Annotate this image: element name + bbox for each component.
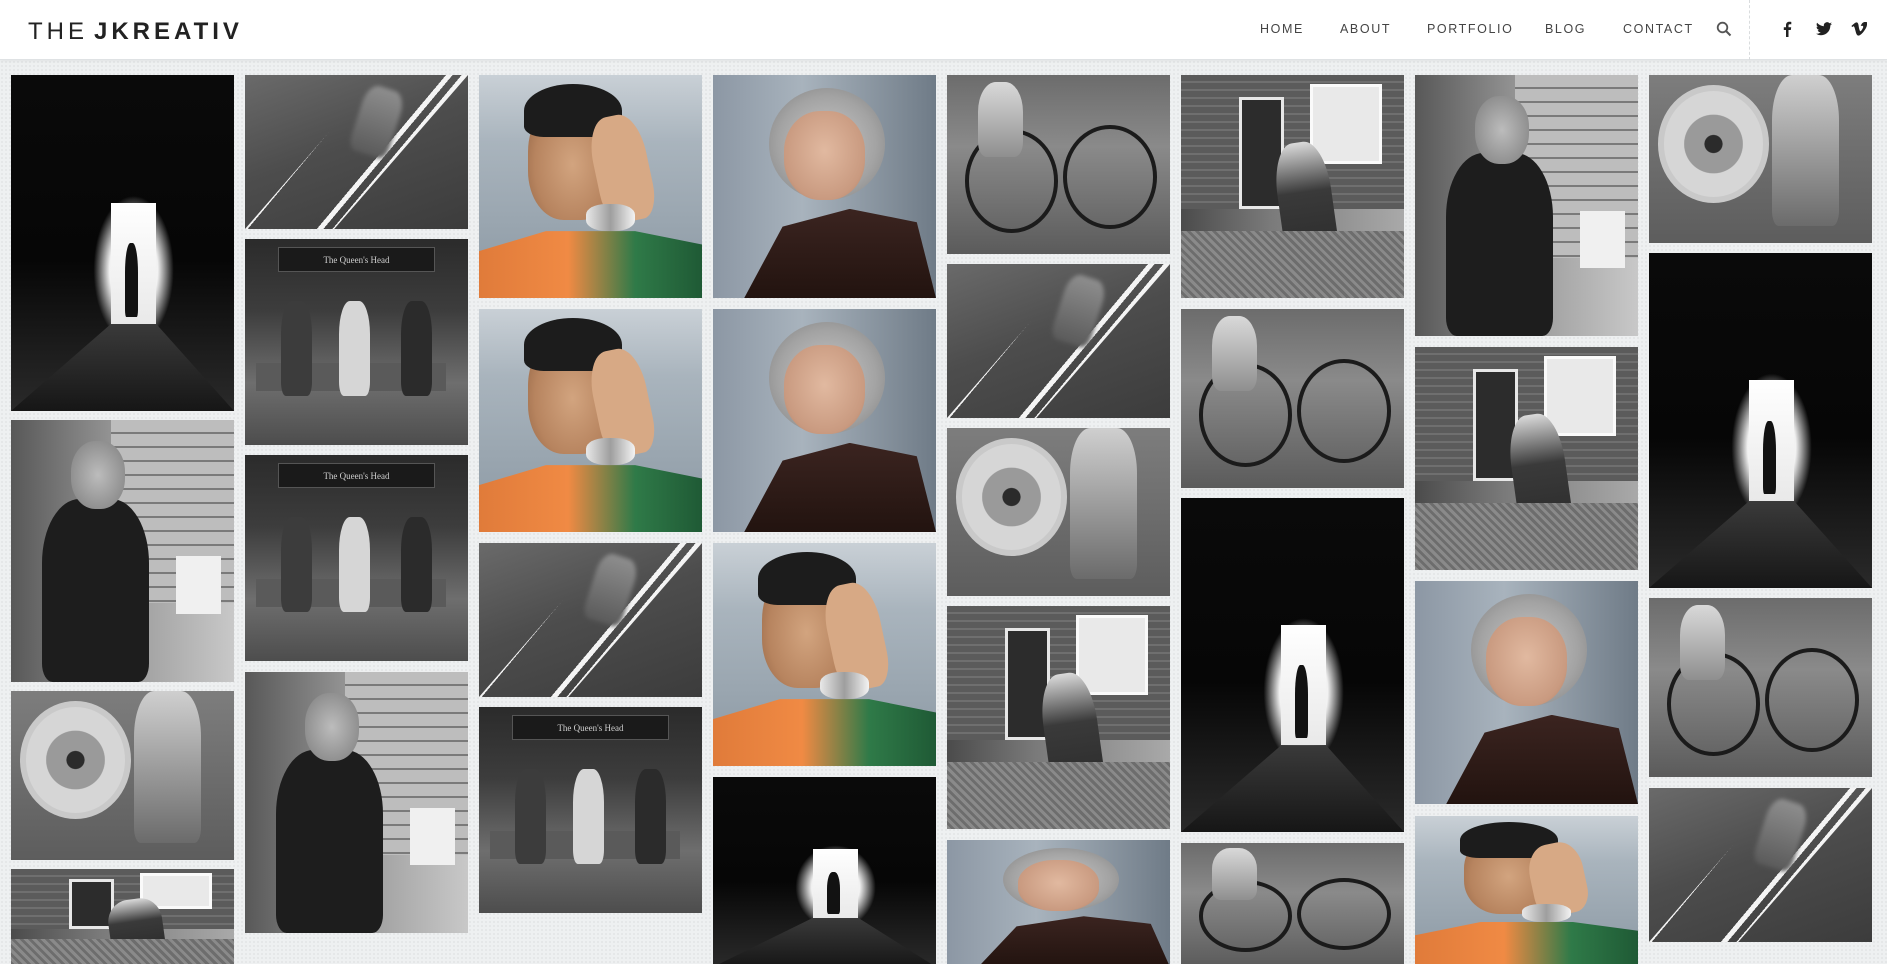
gallery-item[interactable] (1649, 253, 1872, 588)
gallery-item[interactable] (947, 606, 1170, 829)
photo-bicycle (1181, 309, 1404, 488)
pub-sign-text: The Queen's Head (323, 470, 390, 481)
photo-crossing (947, 264, 1170, 418)
gallery-item[interactable] (713, 777, 936, 964)
photo-wheel (11, 691, 234, 860)
vimeo-icon[interactable] (1848, 18, 1870, 40)
nav-home[interactable]: HOME (1260, 22, 1304, 36)
gallery-item[interactable] (479, 543, 702, 697)
gallery-item[interactable] (1181, 843, 1404, 964)
photo-tunnel (11, 75, 234, 411)
gallery-item[interactable] (1181, 75, 1404, 298)
photo-smoker (245, 672, 468, 933)
gallery-item[interactable] (1649, 598, 1872, 777)
portfolio-gallery: The Queen's Head The Queen's Head The Qu… (0, 60, 1887, 964)
photo-kid (1181, 75, 1404, 298)
gallery-item[interactable] (1649, 75, 1872, 243)
gallery-item[interactable] (947, 75, 1170, 254)
header-divider (1749, 0, 1750, 60)
photo-smoker (1415, 75, 1638, 336)
photo-crossing (245, 75, 468, 229)
photo-kid (1415, 347, 1638, 570)
photo-woman (1415, 581, 1638, 804)
pub-sign-text: The Queen's Head (323, 254, 390, 265)
gallery-item[interactable] (1649, 788, 1872, 942)
nav-blog[interactable]: BLOG (1545, 22, 1587, 36)
facebook-icon[interactable] (1776, 18, 1798, 40)
gallery-item[interactable] (479, 75, 702, 298)
photo-bicycle (1649, 598, 1872, 777)
gallery-item[interactable] (947, 428, 1170, 596)
gallery-item[interactable]: The Queen's Head (245, 455, 468, 661)
site-logo[interactable]: THE JKREATIV (28, 18, 243, 46)
photo-crossing (1649, 788, 1872, 942)
photo-pub: The Queen's Head (479, 707, 702, 913)
photo-wheel (947, 428, 1170, 596)
gallery-item[interactable] (713, 543, 936, 766)
photo-smoker (11, 420, 234, 682)
logo-prefix: THE (28, 18, 88, 45)
photo-phone-man (713, 543, 936, 766)
gallery-item[interactable] (1181, 309, 1404, 488)
photo-phone-man (1415, 816, 1638, 964)
nav-portfolio[interactable]: PORTFOLIO (1427, 22, 1514, 36)
photo-kid (11, 869, 234, 964)
gallery-item[interactable]: The Queen's Head (245, 239, 468, 445)
gallery-item[interactable] (947, 840, 1170, 964)
photo-kid (947, 606, 1170, 829)
gallery-item[interactable] (11, 75, 234, 411)
gallery-item[interactable] (1181, 498, 1404, 832)
gallery-item[interactable] (11, 869, 234, 964)
photo-phone-man (479, 75, 702, 298)
search-icon[interactable] (1713, 18, 1735, 40)
photo-pub: The Queen's Head (245, 239, 468, 445)
photo-phone-man (479, 309, 702, 532)
nav-contact[interactable]: CONTACT (1623, 22, 1694, 36)
gallery-item[interactable] (11, 420, 234, 682)
pub-sign-text: The Queen's Head (557, 722, 624, 733)
gallery-item[interactable] (1415, 75, 1638, 336)
gallery-item[interactable] (245, 672, 468, 933)
logo-name: JKREATIV (94, 18, 243, 45)
twitter-icon[interactable] (1813, 18, 1835, 40)
gallery-item[interactable] (479, 309, 702, 532)
photo-tunnel (713, 777, 936, 964)
site-header: THE JKREATIV HOME ABOUT PORTFOLIO BLOG CO… (0, 0, 1887, 60)
gallery-item[interactable] (1415, 347, 1638, 570)
gallery-item[interactable] (947, 264, 1170, 418)
photo-bicycle (1181, 843, 1404, 964)
nav-about[interactable]: ABOUT (1340, 22, 1392, 36)
photo-woman (713, 309, 936, 532)
photo-woman (947, 840, 1170, 964)
gallery-item[interactable] (713, 75, 936, 298)
photo-crossing (479, 543, 702, 697)
gallery-item[interactable] (245, 75, 468, 229)
gallery-item[interactable] (1415, 581, 1638, 804)
gallery-item[interactable] (713, 309, 936, 532)
photo-tunnel (1181, 498, 1404, 832)
gallery-item[interactable]: The Queen's Head (479, 707, 702, 913)
gallery-item[interactable] (11, 691, 234, 860)
photo-tunnel (1649, 253, 1872, 588)
photo-wheel (1649, 75, 1872, 243)
photo-pub: The Queen's Head (245, 455, 468, 661)
gallery-item[interactable] (1415, 816, 1638, 964)
photo-bicycle (947, 75, 1170, 254)
photo-woman (713, 75, 936, 298)
